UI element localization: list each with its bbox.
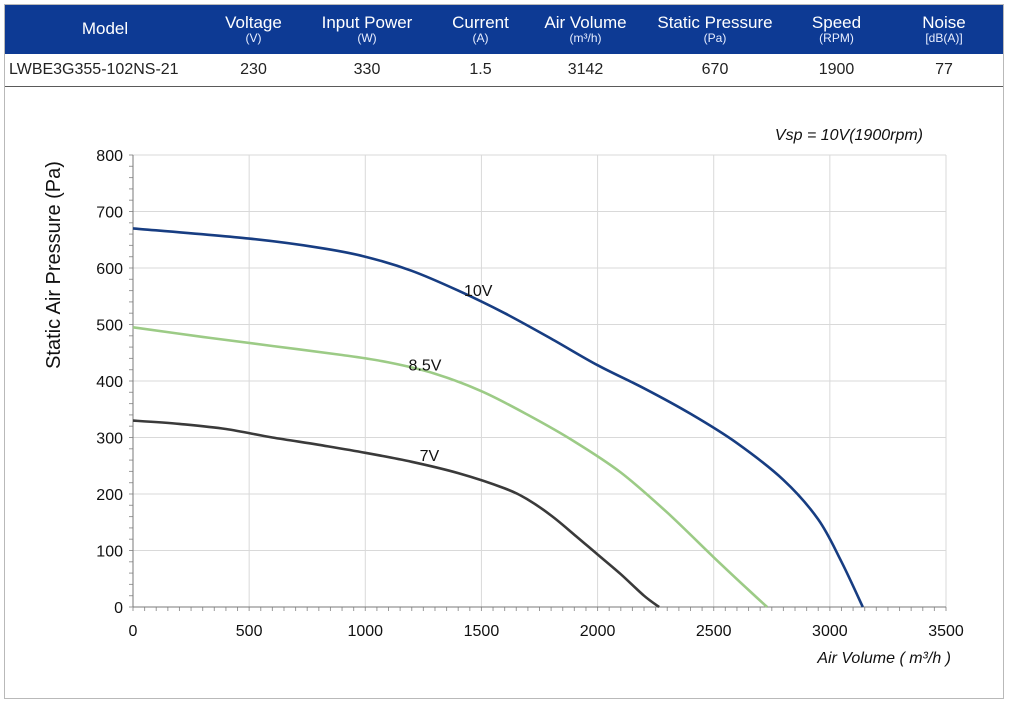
- spec-header-row: Model Voltage (V) Input Power (W) Current(…: [5, 5, 1003, 54]
- curve-10V: [132, 227, 864, 608]
- y-tick-label: 500: [96, 318, 123, 335]
- curve-labels: 10V 8.5V 7V: [409, 283, 493, 465]
- spec-data-row: LWBE3G355-102NS-21 230 330 1.5 3142 670 …: [5, 54, 1003, 87]
- cell-noise: 77: [885, 54, 1003, 87]
- x-tick-label: 2500: [696, 623, 732, 640]
- y-tick-label: 300: [96, 431, 123, 448]
- chart-annotation: Vsp = 10V(1900rpm): [775, 127, 923, 144]
- curve-label-10V: 10V: [464, 283, 493, 300]
- x-tick-label: 3000: [812, 623, 848, 640]
- y-tick-label: 700: [96, 205, 123, 222]
- curve-7V: [132, 419, 660, 609]
- y-tick-label: 0: [114, 600, 123, 617]
- curve-label-8-5V: 8.5V: [409, 357, 442, 374]
- curve-8-5V: [132, 326, 768, 608]
- header-static-pressure: Static Pressure (Pa): [642, 5, 788, 54]
- x-tick-label: 0: [129, 623, 138, 640]
- y-tick-label: 800: [96, 148, 123, 165]
- cell-voltage: 230: [205, 54, 302, 87]
- minor-ticks: [129, 154, 947, 611]
- curves: [132, 227, 864, 609]
- header-air-volume: Air Volume (m³/h): [529, 5, 642, 54]
- x-tick-labels: 0 500 1000 1500 2000 2500 3000 3500: [129, 623, 964, 640]
- header-input-power: Input Power (W): [302, 5, 432, 54]
- header-model: Model: [5, 5, 205, 54]
- spec-table: Model Voltage (V) Input Power (W) Current(…: [5, 5, 1003, 87]
- x-axis-label: Air Volume ( m³/h ): [816, 650, 951, 667]
- cell-air-volume: 3142: [529, 54, 642, 87]
- axes: [132, 155, 946, 608]
- header-noise: Noise [dB(A)]: [885, 5, 1003, 54]
- cell-static-pressure: 670: [642, 54, 788, 87]
- cell-input-power: 330: [302, 54, 432, 87]
- y-axis-label: Static Air Pressure (Pa): [43, 161, 65, 369]
- header-voltage: Voltage (V): [205, 5, 302, 54]
- x-tick-label: 1500: [464, 623, 500, 640]
- y-tick-label: 600: [96, 261, 123, 278]
- x-tick-label: 500: [236, 623, 263, 640]
- cell-speed: 1900: [788, 54, 885, 87]
- figure-frame: [4, 4, 1004, 699]
- header-current: Current (A): [432, 5, 529, 54]
- x-tick-label: 3500: [928, 623, 964, 640]
- y-tick-label: 200: [96, 487, 123, 504]
- x-tick-label: 1000: [347, 623, 383, 640]
- y-tick-label: 400: [96, 374, 123, 391]
- cell-model: LWBE3G355-102NS-21: [5, 54, 205, 87]
- grid-lines: [133, 154, 947, 607]
- x-tick-label: 2000: [580, 623, 616, 640]
- y-tick-label: 100: [96, 544, 123, 561]
- cell-current: 1.5: [432, 54, 529, 87]
- y-tick-labels: 0 100 200 300 400 500 600 700 800: [96, 148, 123, 617]
- curve-label-7V: 7V: [420, 448, 440, 465]
- header-speed: Speed (RPM): [788, 5, 885, 54]
